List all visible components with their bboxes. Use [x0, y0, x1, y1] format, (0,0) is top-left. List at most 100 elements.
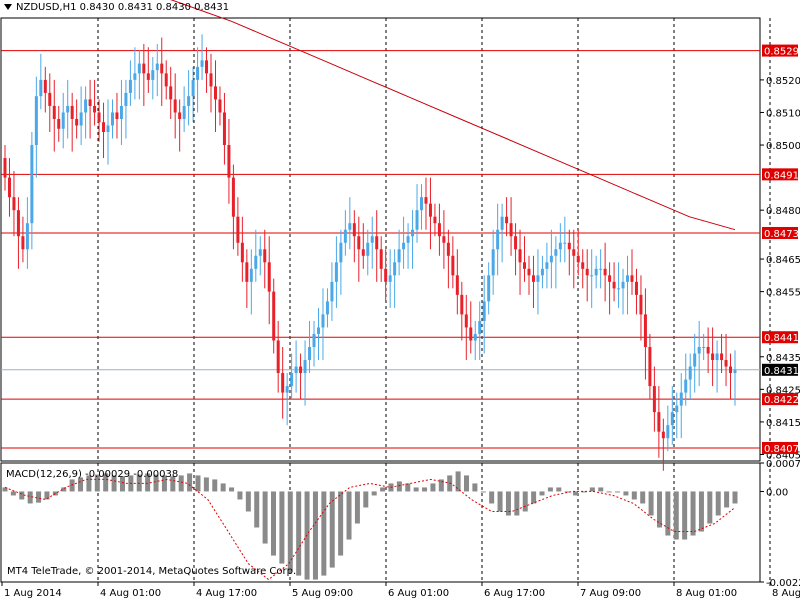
candle-bull: [200, 60, 204, 67]
macd-histogram-bar: [480, 491, 486, 493]
candle-bear: [178, 112, 182, 119]
macd-histogram-bar: [153, 474, 159, 492]
candle-bull: [540, 268, 544, 276]
y-tick-label: 0.8405: [766, 450, 800, 461]
candle-bull: [415, 210, 419, 230]
macd-histogram-bar: [178, 475, 184, 492]
candle-bear: [3, 158, 7, 178]
level-price-label: 0.8529: [764, 47, 799, 58]
candle-bull: [366, 242, 370, 256]
candle-bull: [249, 268, 253, 282]
y-tick-label: 0.8500: [766, 141, 800, 152]
macd-histogram-bar: [254, 491, 260, 528]
candle-bear: [222, 112, 226, 146]
candle-bear: [648, 346, 652, 387]
x-tick-label: 8 Aug 01:00: [676, 588, 737, 599]
candle-bull: [549, 255, 553, 263]
candle-bull: [34, 96, 38, 146]
macd-histogram-bar: [396, 481, 402, 492]
x-tick-label: 1 Aug 2014: [4, 588, 62, 599]
macd-histogram-bar: [715, 491, 721, 516]
candle-bull: [182, 105, 186, 119]
candle-bull: [155, 63, 159, 71]
macd-histogram-bar: [472, 483, 478, 492]
macd-histogram-bar: [187, 473, 193, 492]
macd-histogram-bar: [61, 487, 67, 492]
candle-bear: [514, 236, 518, 250]
current-price-badge: [762, 363, 798, 376]
candle-bear: [379, 249, 383, 269]
x-tick-label: 4 Aug 01:00: [100, 588, 161, 599]
chart-header: NZDUSD,H1 0.8430 0.8431 0.8430 0.8431: [4, 2, 229, 13]
candle-bull: [679, 392, 683, 406]
candle-bear: [146, 73, 150, 80]
candle-bull: [334, 262, 338, 282]
candle-bull: [79, 112, 83, 126]
candle-bear: [173, 99, 177, 113]
candle-bull: [61, 112, 65, 129]
candle-bear: [12, 197, 16, 211]
y-tick-label: 0.8520: [766, 76, 800, 87]
level-price-label: 0.8407: [764, 444, 799, 455]
macd-histogram-bar: [371, 491, 377, 496]
dropdown-triangle-icon[interactable]: [4, 4, 12, 10]
x-tick-label: 8 Aug 17:00: [772, 588, 800, 599]
candle-bull: [558, 242, 562, 250]
candle-bear: [437, 223, 441, 237]
candle-bear: [585, 268, 589, 276]
macd-histogram-bar: [346, 491, 352, 540]
y-tick-label: 0.8425: [766, 385, 800, 396]
y-tick-label: 0.8455: [766, 288, 800, 299]
macd-histogram-bar: [682, 491, 688, 540]
candle-bull: [536, 275, 540, 282]
macd-histogram-bar: [161, 475, 167, 492]
macd-histogram-bar: [581, 491, 587, 493]
candle-bear: [630, 275, 634, 282]
macd-histogram-bar: [413, 487, 419, 492]
candle-bear: [729, 366, 733, 374]
candle-bear: [576, 255, 580, 263]
candle-bear: [603, 268, 607, 276]
candle-bull: [397, 249, 401, 263]
level-price-badge: [762, 44, 798, 57]
macd-histogram-bar: [287, 491, 293, 572]
macd-histogram-bar: [564, 491, 570, 493]
level-price-badge: [762, 393, 798, 406]
candle-bear: [643, 314, 647, 347]
y-tick-label: 0.8415: [766, 418, 800, 429]
candle-bear: [661, 431, 665, 439]
macd-histogram-bar: [212, 479, 218, 492]
macd-histogram-bar: [514, 491, 520, 516]
candle-bull: [110, 112, 114, 126]
candle-bear: [581, 262, 585, 269]
candle-bull: [119, 105, 123, 119]
macd-histogram-bar: [522, 491, 528, 512]
candle-bear: [464, 314, 468, 328]
candle-bull: [411, 229, 415, 237]
macd-histogram-bar: [380, 487, 386, 492]
macd-histogram-bar: [531, 491, 537, 504]
macd-histogram-bar: [631, 491, 637, 500]
candle-bear: [375, 236, 379, 250]
x-tick-label: 6 Aug 01:00: [388, 588, 449, 599]
y-tick-label: 0.8510: [766, 108, 800, 119]
macd-histogram-bar: [363, 491, 369, 508]
macd-histogram-bar: [111, 475, 117, 492]
candle-bear: [455, 275, 459, 295]
candle-bear: [263, 249, 267, 263]
candle-bear: [657, 412, 661, 432]
macd-histogram-bar: [539, 491, 545, 496]
macd-histogram-bar: [589, 487, 595, 492]
candle-bear: [88, 99, 92, 106]
macd-histogram-bar: [556, 487, 562, 492]
candle-bear: [236, 216, 240, 243]
candle-bear: [567, 242, 571, 250]
candle-bear: [70, 105, 74, 119]
macd-histogram-bar: [598, 487, 604, 492]
macd-histogram-bar: [690, 491, 696, 536]
macd-histogram-bar: [321, 491, 327, 576]
candle-bear: [612, 281, 616, 289]
candle-bear: [608, 275, 612, 282]
macd-histogram-bar: [405, 483, 411, 492]
